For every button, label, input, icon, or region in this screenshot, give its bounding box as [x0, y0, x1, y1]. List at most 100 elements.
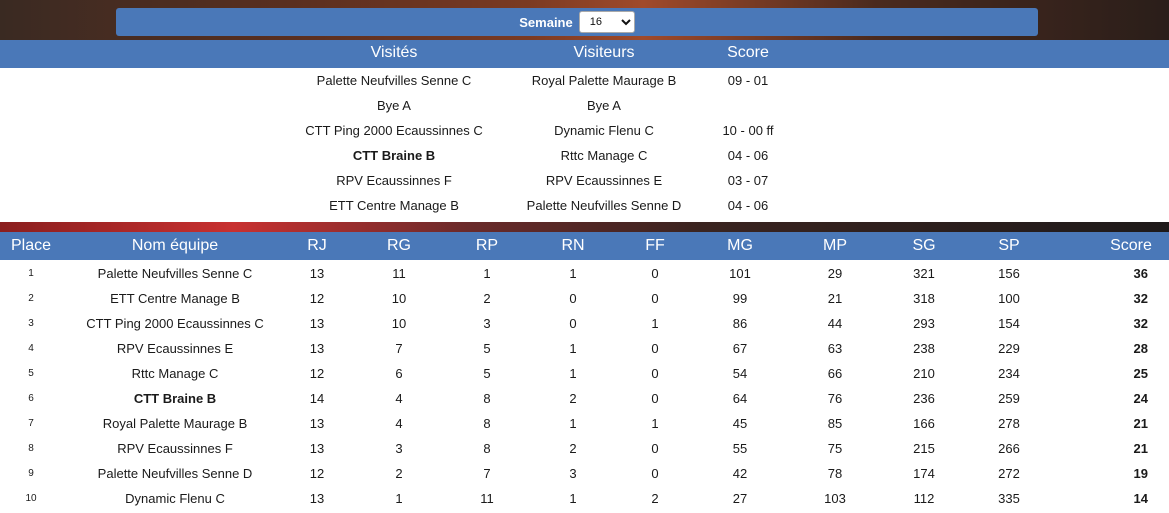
cell-mp: 85 — [827, 416, 843, 431]
cell-rj: 13 — [309, 266, 325, 281]
cell-rn: 1 — [569, 366, 577, 381]
cell-rj: 12 — [309, 366, 325, 381]
cell-team: CTT Ping 2000 Ecaussinnes C — [86, 316, 264, 331]
cell-rn: 2 — [569, 391, 577, 406]
col-rg: RG — [387, 237, 411, 254]
cell-sp: 156 — [998, 266, 1020, 281]
cell-place: 4 — [28, 343, 34, 354]
cell-mg: 54 — [732, 366, 748, 381]
week-select[interactable]: 16 — [578, 11, 635, 33]
cell-rn: 1 — [569, 266, 577, 281]
cell-sp: 278 — [998, 416, 1020, 431]
header-away: Visiteurs — [573, 44, 635, 61]
col-sg: SG — [912, 237, 936, 254]
cell-team: Royal Palette Maurage B — [102, 416, 248, 431]
cell-rj: 13 — [309, 316, 325, 331]
cell-mp: 76 — [827, 391, 843, 406]
cell-sp: 100 — [998, 291, 1020, 306]
header-home: Visités — [370, 44, 418, 61]
ranking-table: 1 Palette Neufvilles Senne C 13 11 1 1 0 101 29 3… — [0, 260, 1169, 510]
cell-sg: 318 — [913, 291, 935, 306]
cell-rn: 1 — [569, 491, 577, 506]
cell-rn: 2 — [569, 441, 577, 456]
match-row: Palette Neufvilles Senne C Royal Palette… — [0, 68, 1169, 93]
match-row: RPV Ecaussinnes F RPV Ecaussinnes E 03 -… — [0, 168, 1169, 193]
cell-rj: 13 — [309, 416, 325, 431]
cell-place: 9 — [28, 468, 34, 479]
col-score: Score — [1110, 237, 1152, 254]
cell-sg: 210 — [913, 366, 935, 381]
cell-rp: 2 — [483, 291, 491, 306]
matches-header: Visités Visiteurs Score — [0, 40, 1169, 68]
cell-sg: 112 — [913, 491, 935, 506]
match-away-team: Rttc Manage C — [560, 148, 648, 163]
match-row: CTT Braine B Rttc Manage C 04 - 06 — [0, 143, 1169, 168]
divider-background-image — [0, 222, 1169, 232]
cell-rg: 10 — [391, 291, 407, 306]
col-sp: SP — [998, 237, 1020, 254]
cell-place: 5 — [28, 368, 34, 379]
table-row: 8 RPV Ecaussinnes F 13 3 8 2 0 55 75 215 266 21 — [0, 435, 1169, 460]
cell-mg: 86 — [732, 316, 748, 331]
table-row: 4 RPV Ecaussinnes E 13 7 5 1 0 67 63 238 229 28 — [0, 335, 1169, 360]
match-row: Bye A Bye A — [0, 93, 1169, 118]
cell-mp: 78 — [827, 466, 843, 481]
cell-rp: 5 — [483, 366, 491, 381]
cell-sg: 236 — [913, 391, 935, 406]
cell-team: RPV Ecaussinnes E — [116, 341, 234, 356]
cell-ff: 1 — [651, 416, 659, 431]
match-home-team: Palette Neufvilles Senne C — [316, 73, 472, 88]
cell-sp: 335 — [998, 491, 1020, 506]
cell-score: 32 — [1133, 316, 1148, 331]
matches-list: Palette Neufvilles Senne C Royal Palette… — [0, 68, 1169, 218]
cell-sp: 266 — [998, 441, 1020, 456]
cell-ff: 0 — [651, 366, 659, 381]
table-row: 3 CTT Ping 2000 Ecaussinnes C 13 10 3 0 1 86 44 2… — [0, 310, 1169, 335]
cell-sg: 238 — [913, 341, 935, 356]
col-mp: MP — [823, 237, 847, 254]
cell-rp: 8 — [483, 441, 491, 456]
cell-team: Palette Neufvilles Senne D — [97, 466, 253, 481]
table-row: 6 CTT Braine B 14 4 8 2 0 64 76 236 259 24 — [0, 385, 1169, 410]
cell-mg: 27 — [732, 491, 748, 506]
col-rj: RJ — [307, 237, 327, 254]
cell-mp: 103 — [824, 491, 846, 506]
ranking-header: Place Nom équipe RJ RG RP RN FF MG MP SG… — [0, 232, 1169, 260]
cell-sp: 272 — [998, 466, 1020, 481]
cell-place: 6 — [28, 393, 34, 404]
cell-sp: 259 — [998, 391, 1020, 406]
match-row: ETT Centre Manage B Palette Neufvilles S… — [0, 193, 1169, 218]
cell-score: 14 — [1133, 491, 1148, 506]
match-away-team: RPV Ecaussinnes E — [545, 173, 663, 188]
match-away-team: Bye A — [587, 98, 621, 113]
cell-score: 24 — [1133, 391, 1148, 406]
cell-place: 1 — [28, 268, 34, 279]
cell-mg: 64 — [732, 391, 748, 406]
col-mg: MG — [727, 237, 753, 254]
cell-mp: 66 — [827, 366, 843, 381]
match-home-team-highlighted: CTT Braine B — [352, 148, 436, 163]
cell-rn: 0 — [569, 291, 577, 306]
cell-place: 8 — [28, 443, 34, 454]
cell-score: 32 — [1133, 291, 1148, 306]
cell-team: CTT Braine B — [133, 391, 217, 406]
cell-score: 19 — [1133, 466, 1148, 481]
cell-rg: 4 — [395, 416, 403, 431]
cell-sg: 215 — [913, 441, 935, 456]
cell-rj: 12 — [309, 291, 325, 306]
cell-rp: 3 — [483, 316, 491, 331]
cell-sg: 321 — [913, 266, 935, 281]
week-label: Semaine — [519, 14, 573, 30]
cell-score: 28 — [1133, 341, 1148, 356]
cell-rj: 13 — [309, 441, 325, 456]
cell-mp: 75 — [827, 441, 843, 456]
cell-team: Rttc Manage C — [131, 366, 219, 381]
match-score: 09 - 01 — [727, 73, 769, 88]
cell-rg: 6 — [395, 366, 403, 381]
cell-sg: 166 — [913, 416, 935, 431]
cell-mg: 99 — [732, 291, 748, 306]
cell-rp: 7 — [483, 466, 491, 481]
col-rp: RP — [475, 237, 499, 254]
cell-rj: 13 — [309, 491, 325, 506]
match-away-team: Royal Palette Maurage B — [531, 73, 677, 88]
